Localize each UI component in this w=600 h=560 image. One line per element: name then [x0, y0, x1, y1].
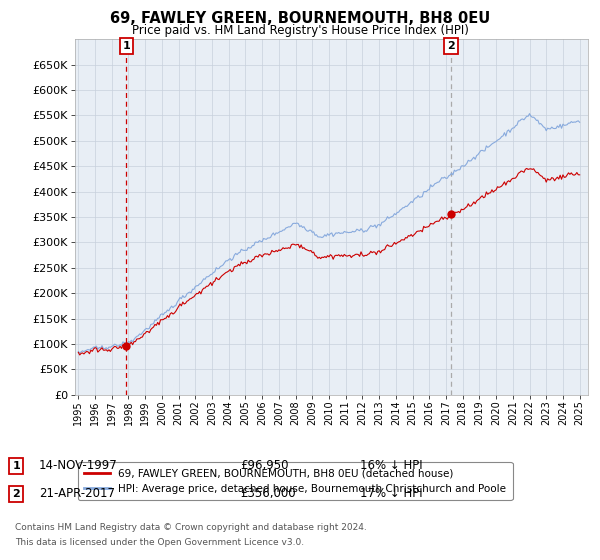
Legend: 69, FAWLEY GREEN, BOURNEMOUTH, BH8 0EU (detached house), HPI: Average price, det: 69, FAWLEY GREEN, BOURNEMOUTH, BH8 0EU (…: [77, 462, 512, 500]
Text: 14-NOV-1997: 14-NOV-1997: [39, 459, 118, 473]
Text: 2: 2: [13, 489, 20, 499]
Text: 17% ↓ HPI: 17% ↓ HPI: [360, 487, 422, 501]
Text: £356,000: £356,000: [240, 487, 296, 501]
Text: £96,950: £96,950: [240, 459, 289, 473]
Text: 2: 2: [447, 41, 455, 51]
Text: 69, FAWLEY GREEN, BOURNEMOUTH, BH8 0EU: 69, FAWLEY GREEN, BOURNEMOUTH, BH8 0EU: [110, 11, 490, 26]
Text: 1: 1: [122, 41, 130, 51]
Text: 1: 1: [13, 461, 20, 471]
Text: 16% ↓ HPI: 16% ↓ HPI: [360, 459, 422, 473]
Text: 21-APR-2017: 21-APR-2017: [39, 487, 115, 501]
Text: Price paid vs. HM Land Registry's House Price Index (HPI): Price paid vs. HM Land Registry's House …: [131, 24, 469, 36]
Text: This data is licensed under the Open Government Licence v3.0.: This data is licensed under the Open Gov…: [15, 538, 304, 547]
Text: Contains HM Land Registry data © Crown copyright and database right 2024.: Contains HM Land Registry data © Crown c…: [15, 523, 367, 532]
